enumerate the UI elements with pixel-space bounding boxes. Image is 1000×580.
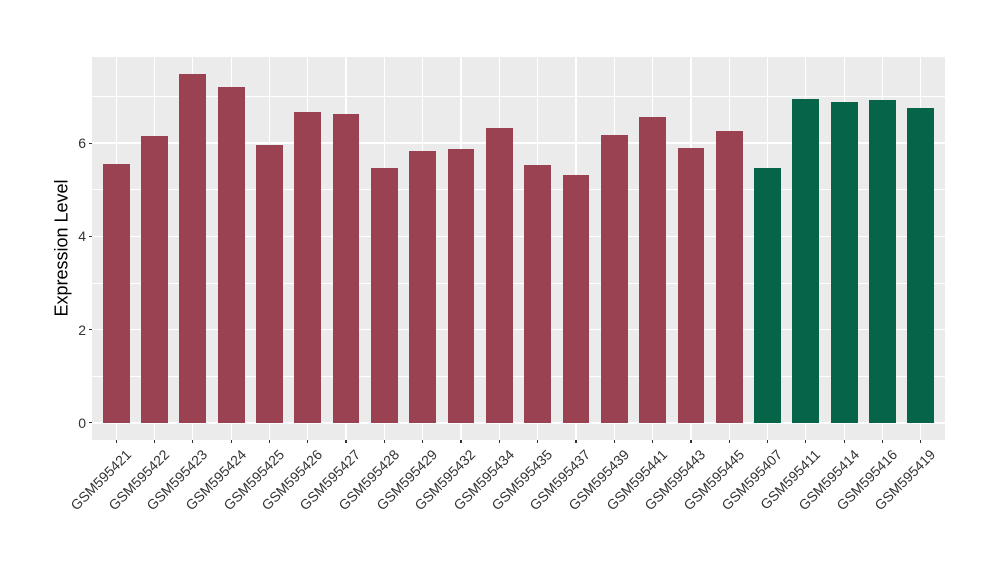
bar-GSM595428 (370, 168, 398, 423)
y-tick-mark (88, 328, 92, 331)
x-tick-mark (153, 440, 156, 444)
y-tick-mark (88, 422, 92, 424)
x-tick-mark (268, 440, 271, 444)
plot-panel (92, 57, 945, 440)
minor-gridline (92, 96, 945, 97)
y-tick-mark (88, 142, 92, 144)
x-tick-mark (843, 440, 845, 444)
bar-GSM595426 (294, 112, 322, 423)
bar-GSM595429 (409, 150, 437, 423)
minor-gridline (92, 189, 945, 191)
x-tick-mark (805, 440, 807, 444)
minor-gridline (92, 375, 945, 377)
x-tick-mark (920, 440, 922, 444)
bar-GSM595427 (332, 114, 360, 423)
major-gridline (92, 142, 945, 144)
bar-GSM595414 (830, 102, 858, 423)
x-tick-mark (230, 440, 232, 444)
major-gridline (92, 235, 945, 238)
bar-GSM595416 (869, 100, 896, 423)
bar-GSM595411 (792, 98, 820, 423)
y-tick-label: 6 (78, 135, 86, 152)
y-tick-mark (88, 235, 92, 237)
x-tick-mark (537, 440, 539, 444)
bar-GSM595419 (907, 107, 935, 423)
y-axis-title: Expression Level (51, 179, 72, 317)
bar-GSM595443 (677, 148, 705, 423)
bar-GSM595423 (179, 74, 207, 423)
x-tick-mark (345, 440, 347, 444)
y-tick-label: 4 (78, 228, 86, 245)
bar-GSM595432 (447, 149, 475, 423)
x-tick-mark (652, 440, 654, 444)
bar-GSM595437 (562, 174, 590, 423)
bar-GSM595435 (524, 165, 552, 423)
bar-GSM595439 (600, 135, 628, 423)
y-tick-label: 2 (78, 321, 86, 338)
x-tick-mark (192, 440, 194, 444)
x-tick-mark (881, 440, 884, 444)
minor-gridline (92, 282, 945, 284)
bar-GSM595407 (754, 167, 781, 423)
x-tick-mark (460, 440, 462, 444)
bar-GSM595425 (256, 145, 283, 423)
bar-GSM595434 (485, 127, 513, 423)
x-tick-mark (690, 440, 692, 444)
x-tick-mark (575, 440, 577, 444)
bar-GSM595445 (715, 131, 743, 423)
bar-GSM595421 (102, 164, 130, 423)
bar-GSM595422 (141, 136, 168, 423)
y-tick-label: 0 (78, 414, 86, 431)
x-tick-mark (498, 440, 500, 444)
bar-GSM595424 (217, 86, 245, 423)
x-tick-mark (613, 440, 615, 444)
major-gridline (92, 422, 945, 424)
x-tick-mark (307, 440, 309, 444)
bar-GSM595441 (639, 116, 666, 423)
x-tick-mark (115, 440, 117, 444)
x-tick-mark (766, 440, 769, 444)
major-gridline (92, 328, 945, 331)
x-tick-mark (422, 440, 424, 444)
x-tick-mark (383, 440, 385, 444)
x-tick-mark (728, 440, 730, 444)
